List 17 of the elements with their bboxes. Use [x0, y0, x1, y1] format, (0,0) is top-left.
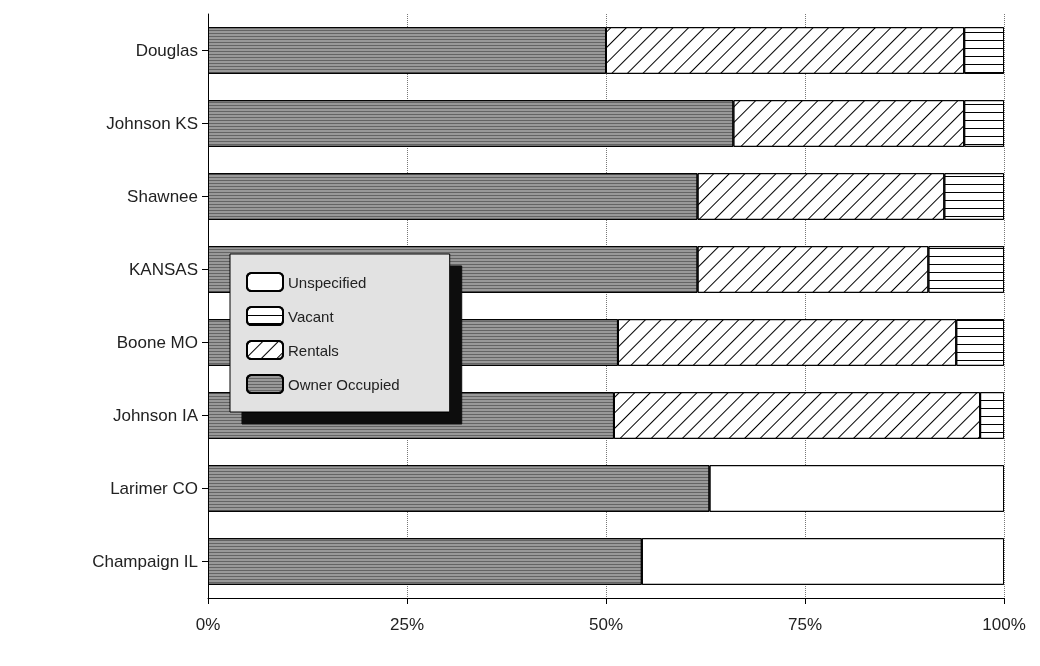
legend-label: Rentals — [288, 341, 339, 359]
y-tick-label: Boone MO — [116, 333, 198, 352]
y-tick-label: Johnson KS — [106, 114, 198, 133]
x-tick-label: 50% — [588, 615, 624, 634]
x-tick-label: 100% — [982, 615, 1026, 634]
y-tick-label: Douglas — [135, 41, 198, 60]
legend-label: Owner Occupied — [288, 375, 400, 393]
x-tick-label: 75% — [787, 615, 823, 634]
y-tick-label: KANSAS — [129, 260, 198, 279]
y-tick-label: Shawnee — [127, 187, 198, 206]
x-tick-label: 25% — [389, 615, 425, 634]
y-tick-label: Johnson IA — [112, 406, 199, 425]
y-tick-label: Champaign IL — [92, 552, 198, 571]
legend-label: Vacant — [288, 307, 335, 325]
x-tick-label: 0% — [195, 615, 221, 634]
legend-label: Unspecified — [288, 273, 367, 291]
y-tick-label: Larimer CO — [110, 479, 198, 498]
